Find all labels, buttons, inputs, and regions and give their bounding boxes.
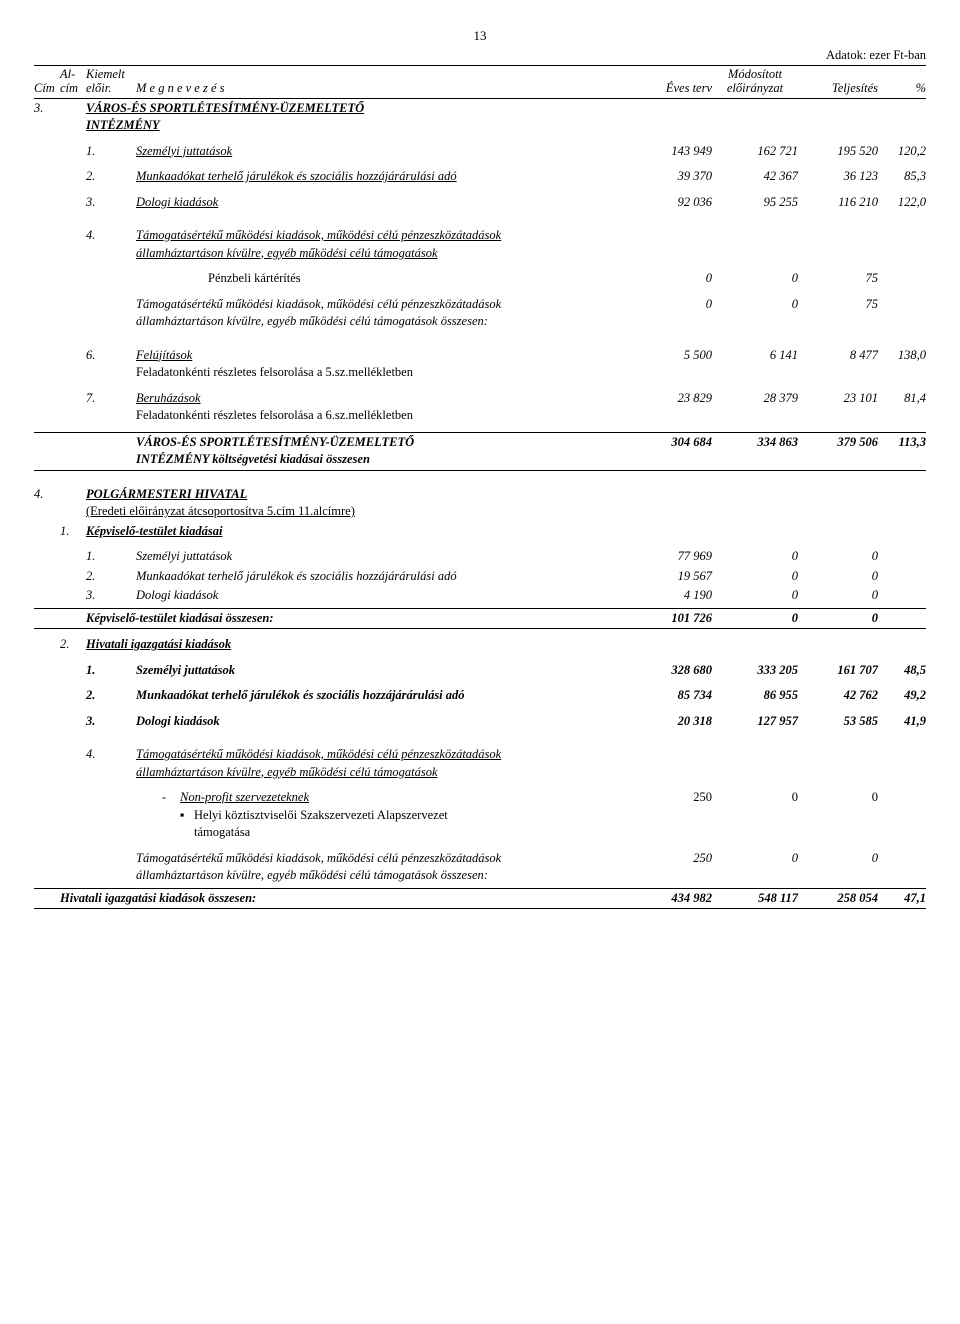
table-row: Támogatásértékű működési kiadások, működ…: [34, 295, 926, 332]
header-alcim-top: Al-: [60, 68, 86, 82]
table-row: 3. Dologi kiadások 92 036 95 255 116 210…: [34, 193, 926, 213]
table-row: 2. Munkaadókat terhelő járulékok és szoc…: [34, 567, 926, 587]
table-row: 1. Személyi juttatások 328 680 333 205 1…: [34, 661, 926, 681]
row-v3: 195 520: [798, 142, 878, 162]
row-label: Személyi juttatások: [136, 144, 232, 158]
table-row: 2. Hivatali igazgatási kiadások: [34, 635, 926, 655]
sub1-total: Képviselő-testület kiadásai összesen: 10…: [34, 609, 926, 629]
row-pct: 120,2: [878, 142, 926, 162]
section-3-title-2: INTÉZMÉNY: [86, 118, 160, 132]
sub2-total: Hivatali igazgatási kiadások összesen: 4…: [34, 889, 926, 909]
table-row: 4. Támogatásértékű működési kiadások, mű…: [34, 745, 926, 782]
units-label: Adatok: ezer Ft-ban: [34, 48, 926, 63]
page-number: 13: [34, 28, 926, 44]
bullet-icon: ▪: [180, 807, 194, 842]
header-telj: Teljesítés: [798, 82, 878, 96]
table-row: 2. Munkaadókat terhelő járulékok és szoc…: [34, 167, 926, 187]
table-row: 1. Képviselő-testület kiadásai: [34, 522, 926, 542]
table-row: 7. Beruházások Feladatonkénti részletes …: [34, 389, 926, 426]
header-name: M e g n e v e z é s: [136, 82, 632, 96]
row-num: 1.: [86, 142, 136, 162]
table-row: 1. Személyi juttatások 77 969 0 0: [34, 547, 926, 567]
row-v1: 143 949: [632, 142, 712, 162]
table-row: 6. Felújítások Feladatonkénti részletes …: [34, 346, 926, 383]
header-mod-top: Módosított: [728, 68, 782, 82]
header-kiemelt-top: Kiemelt: [86, 68, 136, 82]
table-row: 2. Munkaadókat terhelő járulékok és szoc…: [34, 686, 926, 706]
section-3-title-1: VÁROS-ÉS SPORTLÉTESÍTMÉNY-ÜZEMELTETŐ: [86, 101, 364, 115]
table-row: 3. Dologi kiadások 20 318 127 957 53 585…: [34, 712, 926, 732]
table-row: Pénzbeli kártérítés 0 0 75: [34, 269, 926, 289]
header-cim: Cím: [34, 82, 60, 96]
section-4-subtitle: (Eredeti előirányzat átcsoportosítva 5.c…: [86, 504, 355, 518]
header-alcim-bot: cím: [60, 82, 86, 96]
header-mod-bot: előirányzat: [727, 82, 783, 96]
table-row: 1. Személyi juttatások 143 949 162 721 1…: [34, 142, 926, 162]
table-row: 4. Támogatásértékű működési kiadások, mű…: [34, 226, 926, 263]
header-kiemelt-bot: előir.: [86, 82, 136, 96]
table-row: 3. Dologi kiadások 4 190 0 0: [34, 586, 926, 606]
section-4-num: 4.: [34, 485, 60, 505]
table-row: - Non-profit szervezeteknek ▪ Helyi közt…: [34, 788, 926, 843]
row-v2: 162 721: [712, 142, 798, 162]
table-row: Támogatásértékű működési kiadások, működ…: [34, 849, 926, 886]
header-pct: %: [878, 82, 926, 96]
section-3-total: VÁROS-ÉS SPORTLÉTESÍTMÉNY-ÜZEMELTETŐ INT…: [34, 433, 926, 470]
table-header: Cím Al- cím Kiemelt előir. M e g n e v e…: [34, 66, 926, 98]
header-eves: Éves terv: [632, 82, 712, 96]
dash-icon: -: [162, 789, 180, 807]
section-3-num: 3.: [34, 99, 60, 119]
section-4-title: POLGÁRMESTERI HIVATAL: [86, 487, 247, 501]
